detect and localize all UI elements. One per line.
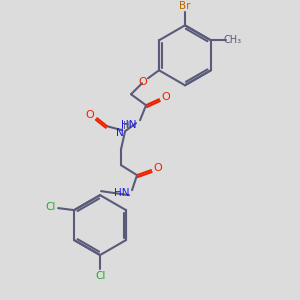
Text: HN: HN bbox=[121, 120, 137, 130]
Text: O: O bbox=[139, 77, 147, 87]
Text: Br: Br bbox=[179, 2, 191, 11]
Text: O: O bbox=[162, 92, 170, 102]
Text: CH₃: CH₃ bbox=[224, 35, 242, 45]
Text: Cl: Cl bbox=[45, 202, 55, 212]
Text: H: H bbox=[123, 121, 131, 131]
Text: HN: HN bbox=[114, 188, 130, 198]
Text: O: O bbox=[86, 110, 94, 120]
Text: O: O bbox=[154, 163, 162, 173]
Text: Cl: Cl bbox=[95, 271, 105, 281]
Text: N: N bbox=[116, 128, 124, 138]
